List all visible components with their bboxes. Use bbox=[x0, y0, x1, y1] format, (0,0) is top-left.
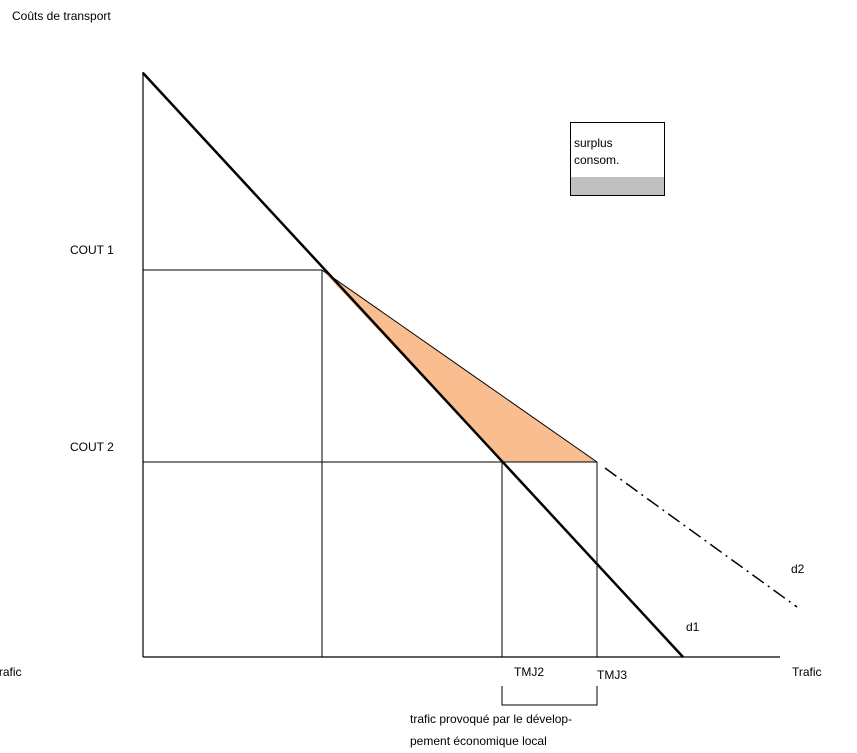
quantity-label: TMJ2 bbox=[514, 665, 544, 679]
legend-text: surplus bbox=[574, 136, 613, 150]
x-axis-label: Trafic bbox=[792, 665, 822, 679]
quantity-label: TMJ3 bbox=[597, 668, 627, 682]
annotation: pement économique local bbox=[410, 734, 547, 748]
curve-label: d1 bbox=[686, 620, 700, 634]
d2-extension bbox=[604, 467, 798, 608]
d1-line bbox=[142, 72, 684, 658]
bracket bbox=[501, 686, 598, 706]
legend-swatch bbox=[571, 177, 664, 195]
level-label: COUT 2 bbox=[70, 440, 114, 454]
legend-text: consom. bbox=[574, 153, 619, 167]
x-axis-label-left: Trafic bbox=[0, 665, 22, 679]
d2-line bbox=[321, 269, 598, 463]
curve-label: d2 bbox=[791, 562, 805, 576]
y-axis-label: Coûts de transport bbox=[12, 9, 111, 23]
level-label: COUT 1 bbox=[70, 243, 114, 257]
annotation: trafic provoqué par le dévelop- bbox=[410, 712, 572, 726]
